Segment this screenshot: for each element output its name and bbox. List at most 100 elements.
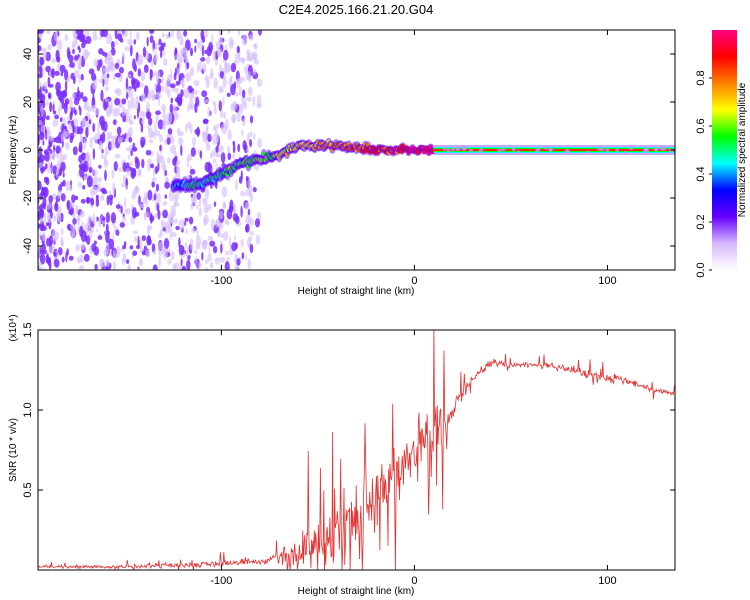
noise-blob [185, 242, 187, 248]
noise-blob [69, 136, 74, 144]
x-tick-label: 100 [598, 275, 616, 287]
noise-blob [207, 253, 212, 262]
noise-blob [118, 104, 124, 109]
noise-blob [124, 132, 127, 139]
noise-blob [88, 119, 92, 125]
noise-blob [47, 43, 53, 51]
steady-speck [462, 145, 467, 150]
noise-blob [109, 197, 113, 206]
noise-blob [134, 186, 140, 194]
noise-blob [201, 90, 208, 98]
noise-blob [185, 72, 192, 83]
noise-blob [64, 141, 70, 151]
noise-blob [210, 68, 214, 77]
noise-blob [95, 197, 100, 207]
noise-blob [254, 218, 261, 228]
noise-blob [160, 49, 163, 59]
steady-speck [497, 148, 502, 153]
noise-blob [205, 143, 211, 151]
noise-blob [68, 209, 74, 215]
noise-blob [82, 96, 88, 103]
noise-blob [109, 101, 113, 114]
noise-blob [215, 162, 218, 168]
noise-blob [112, 182, 116, 195]
noise-blob [110, 212, 116, 224]
noise-blob [80, 117, 87, 127]
noise-blob [70, 184, 73, 192]
noise-blob [77, 126, 84, 135]
noise-blob [55, 81, 61, 92]
noise-blob [241, 252, 245, 260]
noise-blob [189, 216, 194, 225]
noise-blob [220, 152, 226, 164]
colorbar: 0.0 0.2 0.4 0.6 0.8 Normalized spectral ampl… [695, 30, 748, 278]
noise-blob [83, 138, 87, 151]
noise-blob [229, 199, 234, 211]
noise-blob [245, 176, 249, 182]
noise-blob [216, 47, 220, 57]
noise-blob [233, 203, 237, 215]
noise-blob [153, 193, 157, 201]
noise-blob [126, 132, 133, 137]
noise-blob [246, 96, 252, 102]
noise-blob [89, 136, 93, 148]
noise-blob [155, 183, 160, 192]
noise-blob [249, 230, 254, 236]
noise-blob [113, 119, 117, 125]
noise-blob [185, 228, 189, 235]
noise-blob [231, 113, 236, 124]
noise-blob [246, 48, 251, 58]
x-tick-label: -100 [210, 275, 232, 287]
noise-blob [103, 158, 109, 168]
noise-blob [155, 110, 161, 115]
noise-blob [88, 166, 93, 174]
noise-blob [237, 143, 241, 153]
noise-blob [102, 78, 105, 87]
noise-blob [137, 101, 141, 113]
noise-blob [41, 225, 47, 232]
noise-blob [98, 220, 102, 228]
noise-blob [119, 222, 126, 228]
noise-blob [62, 128, 67, 141]
noise-blob [247, 258, 251, 270]
noise-blob [219, 71, 225, 79]
noise-blob [64, 80, 68, 92]
noise-blob [58, 104, 61, 117]
noise-blob [169, 227, 173, 240]
noise-blob [162, 248, 168, 259]
noise-blob [193, 80, 200, 87]
noise-blob [127, 154, 130, 160]
noise-blob [145, 249, 150, 258]
noise-blob [183, 30, 188, 37]
noise-blob [201, 131, 206, 138]
noise-blob [137, 266, 140, 270]
noise-blob [97, 128, 100, 140]
noise-blob [138, 258, 144, 267]
colorbar-tick-label: 0.4 [695, 166, 707, 181]
noise-blob [103, 248, 109, 257]
noise-blob [240, 191, 246, 197]
snr-x-label: Height of straight line (km) [298, 586, 415, 597]
noise-blob [257, 138, 262, 149]
noise-blob [56, 56, 61, 63]
noise-blob [42, 140, 45, 146]
noise-blob [106, 67, 112, 72]
noise-blob [97, 235, 103, 240]
y-tick-label: -40 [22, 238, 34, 254]
noise-blob [150, 212, 153, 222]
colorbar-gradient [712, 30, 737, 270]
noise-blob [57, 160, 60, 166]
noise-blob [215, 219, 221, 228]
noise-blob [220, 243, 223, 254]
noise-blob [135, 31, 140, 41]
noise-blob [166, 157, 171, 164]
noise-blob [242, 102, 248, 110]
noise-blob [198, 207, 202, 217]
noise-blob [81, 137, 84, 143]
noise-blob [221, 123, 227, 135]
noise-blob [94, 133, 98, 145]
noise-blob [174, 67, 177, 77]
noise-blob [92, 213, 96, 225]
noise-blob [170, 250, 175, 261]
noise-blob [240, 130, 244, 136]
